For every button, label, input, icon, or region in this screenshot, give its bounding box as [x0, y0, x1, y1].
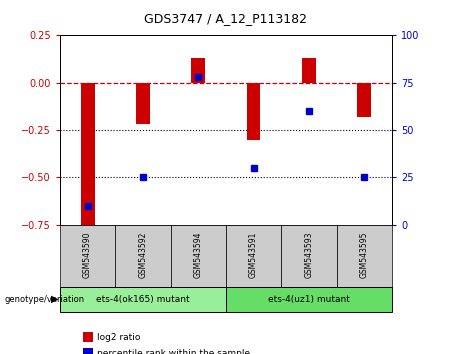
- Bar: [302, 58, 316, 83]
- Bar: [357, 83, 371, 117]
- Bar: [60, 287, 226, 312]
- Bar: [226, 225, 281, 287]
- Bar: [136, 83, 150, 124]
- Bar: [81, 83, 95, 230]
- Bar: [337, 225, 392, 287]
- Bar: [281, 225, 337, 287]
- Text: percentile rank within the sample: percentile rank within the sample: [97, 349, 250, 354]
- Bar: [247, 83, 260, 139]
- Text: genotype/variation: genotype/variation: [5, 295, 85, 304]
- Text: GSM543592: GSM543592: [138, 231, 148, 278]
- Text: GDS3747 / A_12_P113182: GDS3747 / A_12_P113182: [144, 12, 307, 25]
- Text: GSM543593: GSM543593: [304, 231, 313, 278]
- Text: GSM543595: GSM543595: [360, 231, 369, 278]
- Bar: [60, 225, 115, 287]
- Text: log2 ratio: log2 ratio: [97, 333, 140, 342]
- Bar: [115, 225, 171, 287]
- Text: ets-4(uz1) mutant: ets-4(uz1) mutant: [268, 295, 350, 304]
- Text: GSM543594: GSM543594: [194, 231, 203, 278]
- Bar: [191, 58, 205, 83]
- Bar: [226, 287, 392, 312]
- Bar: [171, 225, 226, 287]
- Text: ets-4(ok165) mutant: ets-4(ok165) mutant: [96, 295, 190, 304]
- Text: ▶: ▶: [51, 294, 58, 304]
- Text: GSM543590: GSM543590: [83, 231, 92, 278]
- Text: GSM543591: GSM543591: [249, 231, 258, 278]
